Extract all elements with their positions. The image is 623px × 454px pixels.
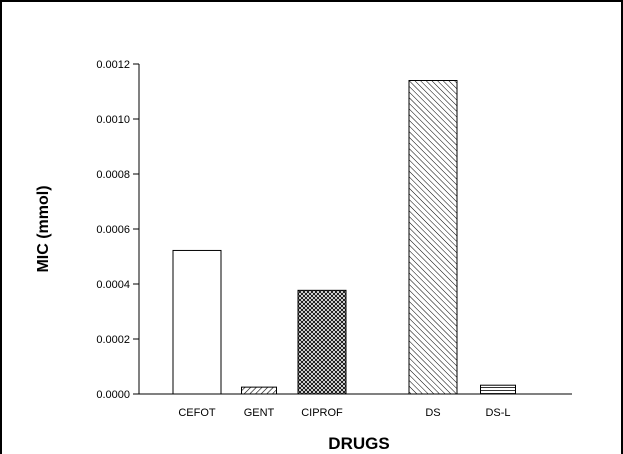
bar-ds-l [480, 384, 516, 395]
bar-ciprof [297, 289, 347, 395]
bar-gent [241, 386, 277, 395]
bar-cefot [172, 249, 222, 395]
x-tick-label: CIPROF [301, 407, 343, 419]
bars [172, 80, 516, 395]
x-axis-title: DRUGS [328, 434, 389, 453]
y-axis-title: MIC (mmol) [35, 185, 52, 272]
x-tick-label: CEFOT [178, 407, 216, 419]
y-tick-label: 0.0004 [96, 279, 130, 291]
y-tick-label: 0.0008 [96, 169, 130, 181]
y-ticks: 0.0000 0.0002 0.0004 0.0006 0.0008 0.0010 0.00… [96, 59, 139, 401]
y-tick-label: 0.0000 [96, 389, 130, 401]
y-tick-label: 0.0012 [96, 59, 130, 71]
x-tick-label: GENT [244, 407, 275, 419]
bar-ds [408, 80, 458, 395]
y-tick-label: 0.0006 [96, 224, 130, 236]
x-tick-label: DS [425, 407, 440, 419]
y-tick-label: 0.0010 [96, 114, 130, 126]
x-tick-label: DS-L [485, 407, 510, 419]
y-tick-label: 0.0002 [96, 334, 130, 346]
x-tick-labels: CEFOT GENT CIPROF DS DS-L [178, 407, 510, 419]
